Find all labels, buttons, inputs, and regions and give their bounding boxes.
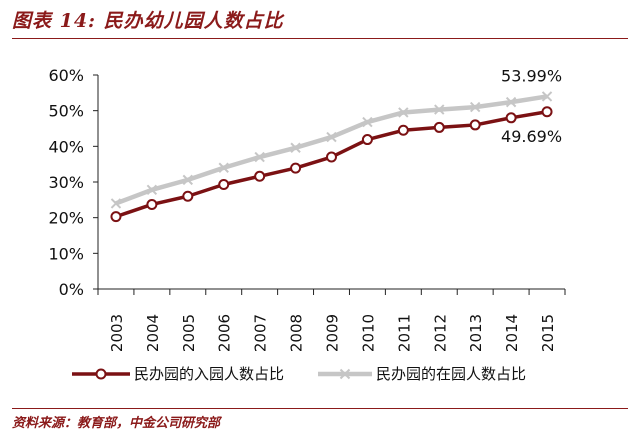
x-tick-label: 2006 (216, 314, 234, 352)
in-school-share-point (110, 198, 122, 209)
data-label: 49.69% (501, 127, 562, 146)
in-school-share-point (146, 184, 158, 196)
x-tick-label: 2010 (359, 314, 377, 352)
x-tick-label: 2015 (539, 314, 557, 352)
legend-label: 民办园的入园人数占比 (134, 365, 284, 383)
in-school-share-point (218, 162, 229, 173)
in-school-share-point (398, 107, 409, 118)
enrollment-share-point (433, 121, 445, 133)
y-tick-label: 30% (48, 173, 84, 192)
in-school-share-point (505, 96, 517, 108)
y-tick-label: 0% (59, 280, 84, 299)
in-school-share-point (326, 131, 337, 143)
in-school-share-point (541, 91, 553, 102)
enrollment-share-line (115, 110, 548, 219)
series-markers (110, 91, 553, 223)
legend-item: 民办园的在园人数占比 (318, 365, 526, 383)
enrollment-share-point (326, 151, 337, 163)
x-tick-label: 2007 (252, 314, 270, 352)
footer-rule (12, 408, 628, 409)
enrollment-share-point (505, 112, 517, 124)
enrollment-share-point (361, 134, 373, 146)
y-tick-label: 10% (48, 244, 84, 263)
in-school-share-point (469, 101, 481, 113)
x-tick-label: 2004 (144, 314, 162, 352)
enrollment-share-point (469, 119, 481, 131)
enrollment-share-point (110, 211, 122, 223)
title-rule (12, 38, 628, 39)
enrollment-share-point (397, 124, 409, 136)
chart-axes (97, 75, 565, 290)
enrollment-share-point (254, 170, 266, 182)
data-annotations: 53.99% 49.69% (501, 66, 562, 145)
enrollment-share-point (182, 190, 194, 202)
enrollment-share-point (290, 162, 302, 174)
figure-title: 图表 14: 民办幼儿园人数占比 (12, 10, 284, 32)
legend-label: 民办园的在园人数占比 (376, 365, 526, 383)
legend-marker (339, 368, 351, 380)
in-school-share-point (254, 151, 265, 163)
data-label: 53.99% (501, 66, 562, 85)
enrollment-share-point (218, 178, 230, 190)
y-tick-label: 20% (48, 209, 84, 228)
in-school-share-point (182, 174, 194, 186)
legend-marker (95, 368, 107, 380)
in-school-share-point (434, 104, 445, 115)
chart-legend: 民办园的入园人数占比 民办园的在园人数占比 (72, 365, 526, 383)
x-tick-label: 2003 (108, 314, 126, 352)
y-tick-labels: 0% 10% 20% 30% 40% 50% 60% (48, 66, 98, 299)
x-tick-label: 2014 (503, 314, 521, 352)
legend-item: 民办园的入园人数占比 (72, 365, 284, 383)
enrollment-share-point (146, 198, 158, 210)
x-tick-labels: 2003 2004 2005 2006 2007 2008 2009 2010 2011 2012… (97, 289, 566, 352)
in-school-share-point (290, 142, 301, 153)
x-tick-label: 2011 (395, 314, 413, 352)
x-tick-label: 2013 (467, 314, 485, 352)
in-school-share-line (115, 94, 548, 206)
x-tick-label: 2009 (324, 314, 342, 352)
enrollment-share-point (541, 106, 553, 118)
y-tick-label: 50% (48, 102, 84, 121)
x-tick-label: 2008 (288, 314, 306, 352)
x-tick-label: 2005 (180, 314, 198, 352)
x-tick-label: 2012 (431, 314, 449, 352)
in-school-share-point (362, 116, 373, 128)
y-tick-label: 40% (48, 137, 84, 156)
source-note: 资料来源：教育部，中金公司研究部 (12, 416, 221, 431)
y-tick-label: 60% (48, 66, 84, 85)
